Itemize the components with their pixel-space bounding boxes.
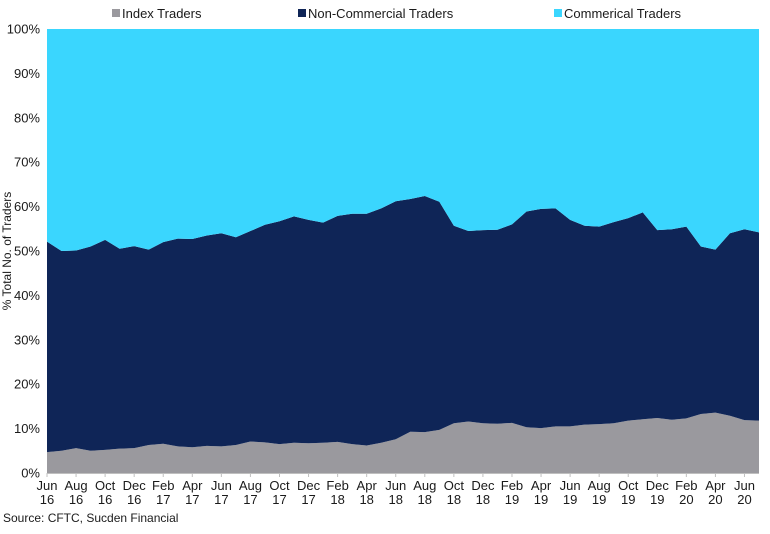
x-tick-year: 16 <box>69 492 83 507</box>
x-tick-month: Feb <box>675 478 697 493</box>
x-tick-month: Aug <box>413 478 436 493</box>
x-tick-month: Oct <box>269 478 290 493</box>
legend-label-non-commercial-traders: Non-Commercial Traders <box>308 6 454 21</box>
area-index-traders <box>47 412 759 473</box>
legend-label-commerical-traders: Commerical Traders <box>564 6 682 21</box>
x-tick-year: 19 <box>621 492 635 507</box>
x-tick-month: Apr <box>357 478 378 493</box>
y-tick-label: 70% <box>14 155 40 170</box>
x-tick-month: Jun <box>385 478 406 493</box>
legend-swatch-commerical-traders <box>554 9 562 17</box>
x-tick-year: 19 <box>534 492 548 507</box>
legend-swatch-index-traders <box>112 9 120 17</box>
x-axis-ticks: Jun16Aug16Oct16Dec16Feb17Apr17Jun17Aug17… <box>37 473 755 507</box>
source-note: Source: CFTC, Sucden Financial <box>3 511 178 525</box>
x-tick-year: 17 <box>156 492 170 507</box>
x-tick-month: Oct <box>95 478 116 493</box>
x-tick-month: Feb <box>326 478 348 493</box>
x-tick-year: 17 <box>301 492 315 507</box>
x-tick-year: 18 <box>389 492 403 507</box>
area-commerical-traders <box>47 29 759 251</box>
x-tick-year: 19 <box>563 492 577 507</box>
y-axis-ticks: 0% 10% 20% 30% 40% 50% 60% 70% 80% 90% 100% <box>7 22 41 481</box>
x-tick-month: Jun <box>211 478 232 493</box>
x-tick-month: Aug <box>239 478 262 493</box>
x-tick-month: Apr <box>705 478 726 493</box>
x-tick-month: Apr <box>531 478 552 493</box>
legend-swatch-non-commercial-traders <box>298 9 306 17</box>
x-tick-month: Aug <box>588 478 611 493</box>
y-axis-label: % Total No. of Traders <box>0 192 14 311</box>
area-non-commercial-traders <box>47 195 759 453</box>
x-tick-month: Dec <box>471 478 495 493</box>
y-tick-label: 10% <box>14 421 40 436</box>
x-tick-year: 19 <box>505 492 519 507</box>
x-tick-month: Dec <box>646 478 670 493</box>
x-tick-year: 17 <box>214 492 228 507</box>
x-tick-month: Oct <box>444 478 465 493</box>
y-tick-label: 40% <box>14 288 40 303</box>
x-tick-month: Apr <box>182 478 203 493</box>
y-tick-label: 60% <box>14 199 40 214</box>
x-tick-month: Dec <box>297 478 321 493</box>
y-tick-label: 0% <box>21 466 40 481</box>
y-tick-label: 100% <box>7 22 41 37</box>
x-tick-month: Jun <box>734 478 755 493</box>
x-tick-month: Aug <box>64 478 87 493</box>
x-tick-year: 20 <box>737 492 751 507</box>
x-tick-month: Feb <box>501 478 523 493</box>
legend: Index Traders Non-Commercial Traders Comme… <box>112 6 682 21</box>
plot-areas <box>47 29 759 473</box>
x-tick-year: 16 <box>98 492 112 507</box>
x-tick-year: 19 <box>650 492 664 507</box>
x-tick-month: Dec <box>123 478 147 493</box>
y-tick-label: 90% <box>14 66 40 81</box>
x-tick-year: 17 <box>272 492 286 507</box>
x-tick-month: Jun <box>560 478 581 493</box>
x-tick-year: 16 <box>40 492 54 507</box>
x-tick-year: 18 <box>476 492 490 507</box>
x-tick-year: 18 <box>330 492 344 507</box>
y-tick-label: 20% <box>14 377 40 392</box>
x-tick-month: Feb <box>152 478 174 493</box>
x-tick-year: 18 <box>359 492 373 507</box>
x-tick-year: 20 <box>679 492 693 507</box>
x-tick-year: 19 <box>592 492 606 507</box>
legend-label-index-traders: Index Traders <box>122 6 202 21</box>
y-tick-label: 30% <box>14 332 40 347</box>
x-tick-year: 18 <box>418 492 432 507</box>
y-tick-label: 80% <box>14 110 40 125</box>
x-tick-month: Oct <box>618 478 639 493</box>
x-tick-year: 16 <box>127 492 141 507</box>
x-tick-year: 18 <box>447 492 461 507</box>
x-tick-year: 20 <box>708 492 722 507</box>
x-tick-year: 17 <box>243 492 257 507</box>
y-tick-label: 50% <box>14 244 40 259</box>
x-tick-year: 17 <box>185 492 199 507</box>
x-tick-month: Jun <box>37 478 58 493</box>
